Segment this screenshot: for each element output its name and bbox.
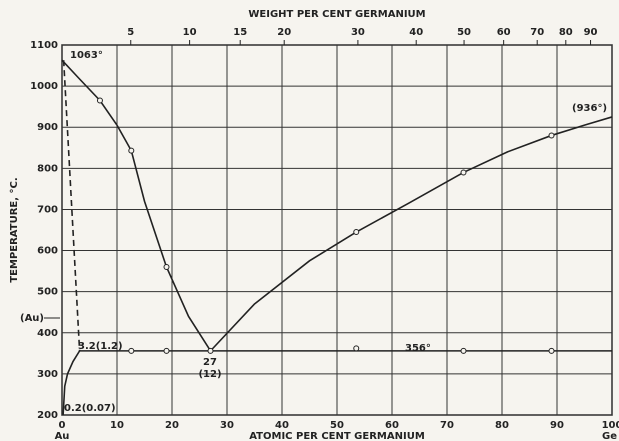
y-tick-label: 900 <box>37 122 58 133</box>
y-tick-label: 700 <box>37 204 58 215</box>
data-point <box>353 345 360 352</box>
top-tick-label: 15 <box>233 27 247 38</box>
x-tick-label: 10 <box>110 420 124 431</box>
top-tick-label: 80 <box>559 27 573 38</box>
annotation: (12) <box>198 369 221 380</box>
annotation: 3.2(1.2) <box>78 341 123 352</box>
top-tick-label: 5 <box>127 27 134 38</box>
data-point <box>548 347 555 354</box>
y-tick-label: 300 <box>37 369 58 380</box>
y-tick-label: 1100 <box>30 40 58 51</box>
curve <box>62 350 81 416</box>
x-end-label: Ge <box>602 431 617 441</box>
x-axis-title: ATOMIC PER CENT GERMANIUM <box>249 431 425 441</box>
data-point <box>96 97 103 104</box>
x-tick-label: 40 <box>275 420 289 431</box>
x-tick-label: 60 <box>385 420 399 431</box>
data-point <box>548 132 555 139</box>
top-tick-label: 10 <box>183 27 197 38</box>
y-tick-label: 200 <box>37 410 58 421</box>
x-end-label: Au <box>55 431 70 441</box>
x-tick-label: 80 <box>495 420 509 431</box>
data-point <box>460 347 467 354</box>
x-tick-label: 100 <box>602 420 619 431</box>
annotation: 1063° <box>70 50 103 61</box>
data-point <box>353 229 360 236</box>
annotation: (936°) <box>572 103 607 114</box>
x-tick-label: 0 <box>59 420 66 431</box>
top-tick-label: 40 <box>409 27 423 38</box>
top-tick-label: 20 <box>277 27 291 38</box>
top-tick-label: 90 <box>584 27 598 38</box>
top-tick-label: 50 <box>457 27 471 38</box>
data-point <box>128 147 135 154</box>
y-tick-label: 400 <box>37 328 58 339</box>
annotation: 356° <box>405 343 431 354</box>
y-tick-label: 600 <box>37 246 58 257</box>
y-tick-label: 500 <box>37 287 58 298</box>
x-tick-label: 30 <box>220 420 234 431</box>
top-tick-label: 60 <box>497 27 511 38</box>
top-tick-label: 70 <box>530 27 544 38</box>
x-tick-label: 50 <box>330 420 344 431</box>
curve <box>209 116 613 352</box>
annotation: (Au) <box>20 313 44 324</box>
y-tick-label: 1000 <box>30 81 58 92</box>
annotation: 0.2(0.07) <box>64 403 116 414</box>
data-point <box>460 169 467 176</box>
top-tick-label: 30 <box>351 27 365 38</box>
data-point <box>128 347 135 354</box>
data-point <box>163 347 170 354</box>
curve <box>62 60 81 351</box>
x-tick-label: 70 <box>440 420 454 431</box>
top-axis-title: WEIGHT PER CENT GERMANIUM <box>248 9 425 20</box>
x-tick-label: 90 <box>550 420 564 431</box>
x-tick-label: 20 <box>165 420 179 431</box>
y-tick-label: 800 <box>37 163 58 174</box>
data-point <box>207 347 214 354</box>
annotation: 27 <box>203 357 217 368</box>
curve <box>61 59 212 352</box>
data-point <box>163 264 170 270</box>
y-axis-title: TEMPERATURE, °C. <box>9 177 20 282</box>
